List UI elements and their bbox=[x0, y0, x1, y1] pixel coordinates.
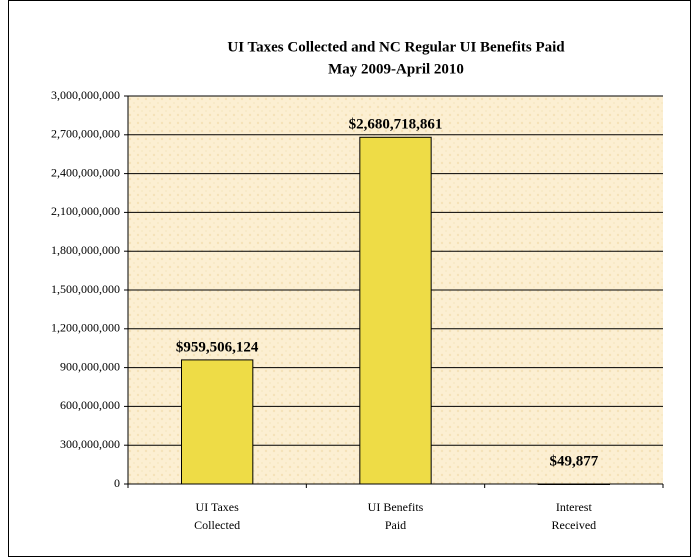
value-label: $49,877 bbox=[549, 453, 598, 469]
chart-title: UI Taxes Collected and NC Regular UI Ben… bbox=[227, 39, 565, 55]
y-tick-label: 2,700,000,000 bbox=[51, 127, 120, 141]
y-tick-label: 0 bbox=[114, 476, 120, 490]
value-label: $959,506,124 bbox=[176, 339, 259, 355]
y-tick-label: 3,000,000,000 bbox=[51, 88, 120, 102]
y-tick-label: 900,000,000 bbox=[60, 359, 120, 373]
bar bbox=[359, 136, 432, 485]
x-tick-label: Interest Received bbox=[552, 500, 597, 532]
y-tick-label: 1,800,000,000 bbox=[51, 243, 120, 257]
y-tick-label: 2,100,000,000 bbox=[51, 204, 120, 218]
y-tick-label: 600,000,000 bbox=[60, 398, 120, 412]
y-tick-label: 2,400,000,000 bbox=[51, 165, 120, 179]
y-tick-label: 1,500,000,000 bbox=[51, 282, 120, 296]
x-tick-label: UI Benefits Paid bbox=[368, 500, 424, 532]
x-tick-label: UI Taxes Collected bbox=[194, 500, 240, 532]
bar bbox=[181, 359, 254, 485]
value-label: $2,680,718,861 bbox=[349, 117, 443, 133]
y-tick-label: 1,200,000,000 bbox=[51, 321, 120, 335]
chart-subtitle: May 2009-April 2010 bbox=[328, 61, 464, 77]
y-tick-label: 300,000,000 bbox=[60, 437, 120, 451]
